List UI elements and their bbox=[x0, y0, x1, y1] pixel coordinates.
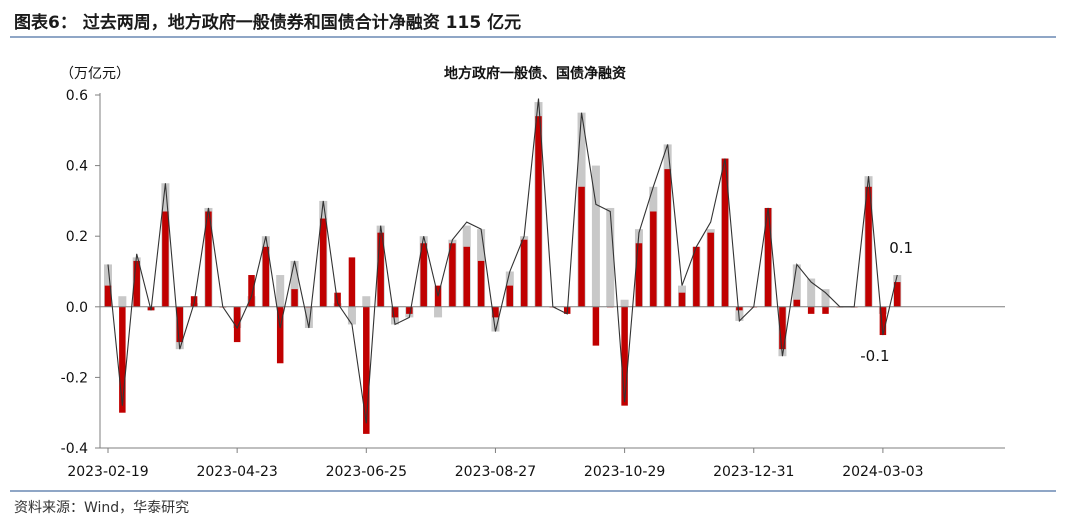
red-bar bbox=[276, 306, 284, 364]
red-bar bbox=[104, 285, 112, 307]
gray-bar bbox=[362, 296, 371, 307]
red-bar bbox=[793, 299, 801, 307]
red-bar bbox=[693, 246, 700, 307]
red-bar bbox=[119, 306, 126, 413]
red-bar bbox=[894, 282, 901, 307]
gray-bar bbox=[118, 296, 127, 307]
red-bar bbox=[621, 306, 628, 406]
red-bar bbox=[520, 239, 528, 307]
red-bar bbox=[262, 246, 270, 307]
y-tick-label: -0.4 bbox=[61, 441, 88, 457]
red-bar bbox=[176, 306, 183, 343]
y-tick-label: 0.4 bbox=[66, 159, 88, 175]
x-tick-label: 2023-04-23 bbox=[196, 464, 277, 480]
gray-bar bbox=[434, 306, 443, 318]
footer-rule bbox=[10, 490, 1056, 492]
gray-bar bbox=[304, 306, 313, 328]
red-bar bbox=[865, 186, 872, 307]
total-line-series bbox=[107, 98, 898, 424]
gray-bar bbox=[347, 306, 356, 325]
annotation-label: -0.1 bbox=[860, 347, 889, 365]
red-bar bbox=[406, 306, 413, 314]
y-axis-label: （万亿元） bbox=[60, 66, 130, 82]
red-bar bbox=[879, 306, 887, 336]
gray-bar bbox=[491, 306, 500, 332]
red-bar bbox=[592, 306, 600, 346]
x-tick-label: 2023-06-25 bbox=[326, 464, 407, 480]
red-bar bbox=[492, 306, 499, 318]
x-tick-label: 2023-08-27 bbox=[455, 464, 536, 480]
red-bar bbox=[320, 218, 327, 307]
red-bar bbox=[420, 243, 427, 307]
red-bar bbox=[635, 243, 643, 307]
gray-bar bbox=[807, 278, 816, 307]
gray-bar bbox=[606, 207, 615, 307]
gray-bar bbox=[620, 299, 629, 307]
red-bar bbox=[291, 289, 298, 307]
total-line bbox=[107, 98, 898, 424]
red-bar bbox=[506, 285, 514, 307]
y-tick-label: 0.2 bbox=[66, 229, 88, 245]
y-tick-label: -0.2 bbox=[61, 370, 88, 386]
red-bar bbox=[477, 260, 485, 307]
gray-bar bbox=[276, 275, 285, 307]
red-bar bbox=[363, 306, 370, 434]
red-bar bbox=[678, 292, 686, 307]
chart-title: 地方政府一般债、国债净融资 bbox=[444, 65, 626, 82]
y-tick-label: 0.0 bbox=[66, 300, 88, 316]
header-rule bbox=[10, 36, 1056, 38]
red-bar bbox=[205, 211, 212, 307]
red-bar bbox=[248, 275, 255, 307]
red-bar bbox=[707, 232, 714, 307]
annotation-label: 0.1 bbox=[889, 239, 913, 257]
source-note: 资料来源：Wind，华泰研究 bbox=[14, 500, 190, 516]
tick-labels: 0.6 0.4 0.2 0.0 -0.2 -0.4 2023-02-19 2023-04-23… bbox=[61, 88, 924, 480]
red-bar bbox=[807, 306, 815, 314]
gray-bar bbox=[792, 264, 801, 307]
red-bar bbox=[764, 207, 772, 307]
red-bar bbox=[721, 158, 729, 307]
gray-bar bbox=[591, 165, 600, 307]
gray-bar bbox=[735, 306, 744, 321]
y-tick-label: 0.6 bbox=[66, 88, 88, 104]
x-tick-label: 2023-12-31 bbox=[713, 464, 794, 480]
figure-title: 图表6： 过去两周，地方政府一般债券和国债合计净融资 115 亿元 bbox=[14, 13, 522, 33]
red-bar bbox=[391, 306, 399, 318]
red-bar bbox=[736, 306, 743, 311]
gray-bar bbox=[821, 289, 830, 307]
red-bar bbox=[779, 306, 786, 350]
red-bar bbox=[162, 211, 169, 307]
red-bar bbox=[377, 232, 384, 307]
x-tick-label: 2024-03-03 bbox=[842, 464, 923, 480]
red-bar-series bbox=[104, 116, 901, 434]
red-bar bbox=[664, 169, 671, 307]
red-bar bbox=[578, 186, 585, 307]
red-bar bbox=[535, 116, 542, 307]
red-bar bbox=[650, 211, 657, 307]
red-bar bbox=[133, 260, 140, 307]
red-bar bbox=[348, 257, 356, 307]
red-bar bbox=[822, 306, 829, 314]
gray-bar bbox=[290, 260, 299, 307]
x-tick-label: 2023-10-29 bbox=[584, 464, 665, 480]
x-tick-label: 2023-02-19 bbox=[67, 464, 148, 480]
red-bar bbox=[463, 246, 470, 307]
red-bar bbox=[449, 243, 456, 307]
red-bar bbox=[233, 306, 241, 343]
